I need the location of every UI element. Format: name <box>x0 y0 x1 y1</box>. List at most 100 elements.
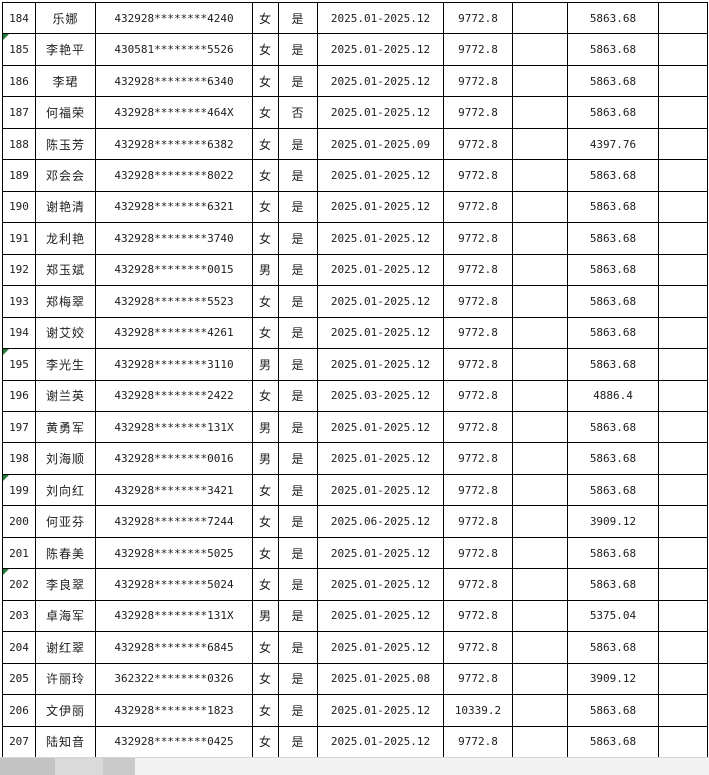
cell-row-number[interactable]: 207 <box>3 726 36 758</box>
cell-eligible-flag[interactable]: 是 <box>279 65 318 98</box>
cell-paid-amount[interactable]: 5863.68 <box>568 411 659 444</box>
cell-blank[interactable] <box>513 97 568 129</box>
cell-name[interactable]: 谢艾姣 <box>36 317 96 350</box>
cell-id-number[interactable]: 432928********5523 <box>96 286 253 318</box>
cell-row-number[interactable]: 193 <box>3 286 36 318</box>
cell-eligible-flag[interactable]: 是 <box>279 317 318 350</box>
cell-row-number[interactable]: 201 <box>3 537 36 570</box>
cell-period[interactable]: 2025.01-2025.12 <box>318 600 444 633</box>
cell-blank[interactable] <box>513 443 568 475</box>
cell-id-number[interactable]: 432928********464X <box>96 97 253 129</box>
cell-period[interactable]: 2025.01-2025.12 <box>318 349 444 381</box>
cell-blank[interactable] <box>659 443 708 475</box>
cell-blank[interactable] <box>513 569 568 601</box>
cell-row-number[interactable]: 197 <box>3 411 36 444</box>
cell-name[interactable]: 刘向红 <box>36 474 96 507</box>
cell-row-number[interactable]: 194 <box>3 317 36 350</box>
cell-period[interactable]: 2025.01-2025.12 <box>318 411 444 444</box>
cell-name[interactable]: 郑梅翠 <box>36 286 96 318</box>
cell-gender[interactable]: 女 <box>253 317 279 350</box>
cell-gender[interactable]: 男 <box>253 254 279 287</box>
cell-eligible-flag[interactable]: 是 <box>279 349 318 381</box>
cell-period[interactable]: 2025.01-2025.12 <box>318 317 444 350</box>
cell-period[interactable]: 2025.01-2025.12 <box>318 254 444 287</box>
cell-paid-amount[interactable]: 5863.68 <box>568 34 659 66</box>
cell-gender[interactable]: 女 <box>253 474 279 507</box>
cell-row-number[interactable]: 190 <box>3 191 36 224</box>
cell-id-number[interactable]: 432928********6340 <box>96 65 253 98</box>
cell-standard-amount[interactable]: 9772.8 <box>444 128 513 161</box>
cell-period[interactable]: 2025.01-2025.12 <box>318 223 444 255</box>
cell-id-number[interactable]: 432928********5024 <box>96 569 253 601</box>
cell-paid-amount[interactable]: 5863.68 <box>568 726 659 758</box>
cell-blank[interactable] <box>659 128 708 161</box>
cell-row-number[interactable]: 189 <box>3 160 36 192</box>
cell-name[interactable]: 黄勇军 <box>36 411 96 444</box>
cell-row-number[interactable]: 191 <box>3 223 36 255</box>
cell-name[interactable]: 谢红翠 <box>36 632 96 664</box>
cell-blank[interactable] <box>513 726 568 758</box>
cell-standard-amount[interactable]: 9772.8 <box>444 191 513 224</box>
cell-standard-amount[interactable]: 9772.8 <box>444 254 513 287</box>
cell-standard-amount[interactable]: 9772.8 <box>444 3 513 35</box>
cell-paid-amount[interactable]: 3909.12 <box>568 663 659 696</box>
cell-id-number[interactable]: 432928********4261 <box>96 317 253 350</box>
cell-eligible-flag[interactable]: 是 <box>279 191 318 224</box>
cell-id-number[interactable]: 432928********4240 <box>96 3 253 35</box>
cell-gender[interactable]: 女 <box>253 380 279 412</box>
cell-gender[interactable]: 女 <box>253 160 279 192</box>
cell-blank[interactable] <box>513 223 568 255</box>
cell-blank[interactable] <box>513 349 568 381</box>
cell-period[interactable]: 2025.01-2025.08 <box>318 663 444 696</box>
cell-gender[interactable]: 女 <box>253 726 279 758</box>
cell-paid-amount[interactable]: 5863.68 <box>568 317 659 350</box>
cell-id-number[interactable]: 432928********8022 <box>96 160 253 192</box>
cell-blank[interactable] <box>659 97 708 129</box>
cell-blank[interactable] <box>513 34 568 66</box>
cell-standard-amount[interactable]: 9772.8 <box>444 726 513 758</box>
cell-blank[interactable] <box>513 3 568 35</box>
cell-standard-amount[interactable]: 9772.8 <box>444 443 513 475</box>
cell-blank[interactable] <box>659 411 708 444</box>
cell-row-number[interactable]: 203 <box>3 600 36 633</box>
cell-standard-amount[interactable]: 10339.2 <box>444 695 513 727</box>
cell-row-number[interactable]: 192 <box>3 254 36 287</box>
cell-eligible-flag[interactable]: 否 <box>279 97 318 129</box>
cell-gender[interactable]: 女 <box>253 97 279 129</box>
cell-blank[interactable] <box>513 128 568 161</box>
cell-gender[interactable]: 女 <box>253 632 279 664</box>
cell-period[interactable]: 2025.01-2025.12 <box>318 97 444 129</box>
cell-gender[interactable]: 女 <box>253 34 279 66</box>
cell-standard-amount[interactable]: 9772.8 <box>444 411 513 444</box>
cell-eligible-flag[interactable]: 是 <box>279 160 318 192</box>
cell-eligible-flag[interactable]: 是 <box>279 726 318 758</box>
cell-gender[interactable]: 男 <box>253 600 279 633</box>
cell-name[interactable]: 刘海顺 <box>36 443 96 475</box>
cell-id-number[interactable]: 432928********6321 <box>96 191 253 224</box>
sheet-tab-segment[interactable] <box>55 758 103 775</box>
cell-standard-amount[interactable]: 9772.8 <box>444 380 513 412</box>
cell-standard-amount[interactable]: 9772.8 <box>444 506 513 538</box>
cell-row-number[interactable]: 188 <box>3 128 36 161</box>
cell-row-number[interactable]: 202 <box>3 569 36 601</box>
cell-blank[interactable] <box>513 380 568 412</box>
cell-paid-amount[interactable]: 5863.68 <box>568 695 659 727</box>
cell-eligible-flag[interactable]: 是 <box>279 569 318 601</box>
cell-gender[interactable]: 女 <box>253 286 279 318</box>
cell-row-number[interactable]: 186 <box>3 65 36 98</box>
cell-blank[interactable] <box>513 474 568 507</box>
cell-period[interactable]: 2025.01-2025.12 <box>318 286 444 318</box>
cell-row-number[interactable]: 187 <box>3 97 36 129</box>
cell-paid-amount[interactable]: 5863.68 <box>568 160 659 192</box>
cell-name[interactable]: 龙利艳 <box>36 223 96 255</box>
cell-name[interactable]: 李艳平 <box>36 34 96 66</box>
cell-eligible-flag[interactable]: 是 <box>279 286 318 318</box>
cell-name[interactable]: 卓海军 <box>36 600 96 633</box>
cell-eligible-flag[interactable]: 是 <box>279 3 318 35</box>
cell-id-number[interactable]: 362322********0326 <box>96 663 253 696</box>
cell-id-number[interactable]: 432928********0425 <box>96 726 253 758</box>
cell-name[interactable]: 文伊丽 <box>36 695 96 727</box>
cell-blank[interactable] <box>659 65 708 98</box>
cell-blank[interactable] <box>659 537 708 570</box>
cell-paid-amount[interactable]: 5863.68 <box>568 3 659 35</box>
